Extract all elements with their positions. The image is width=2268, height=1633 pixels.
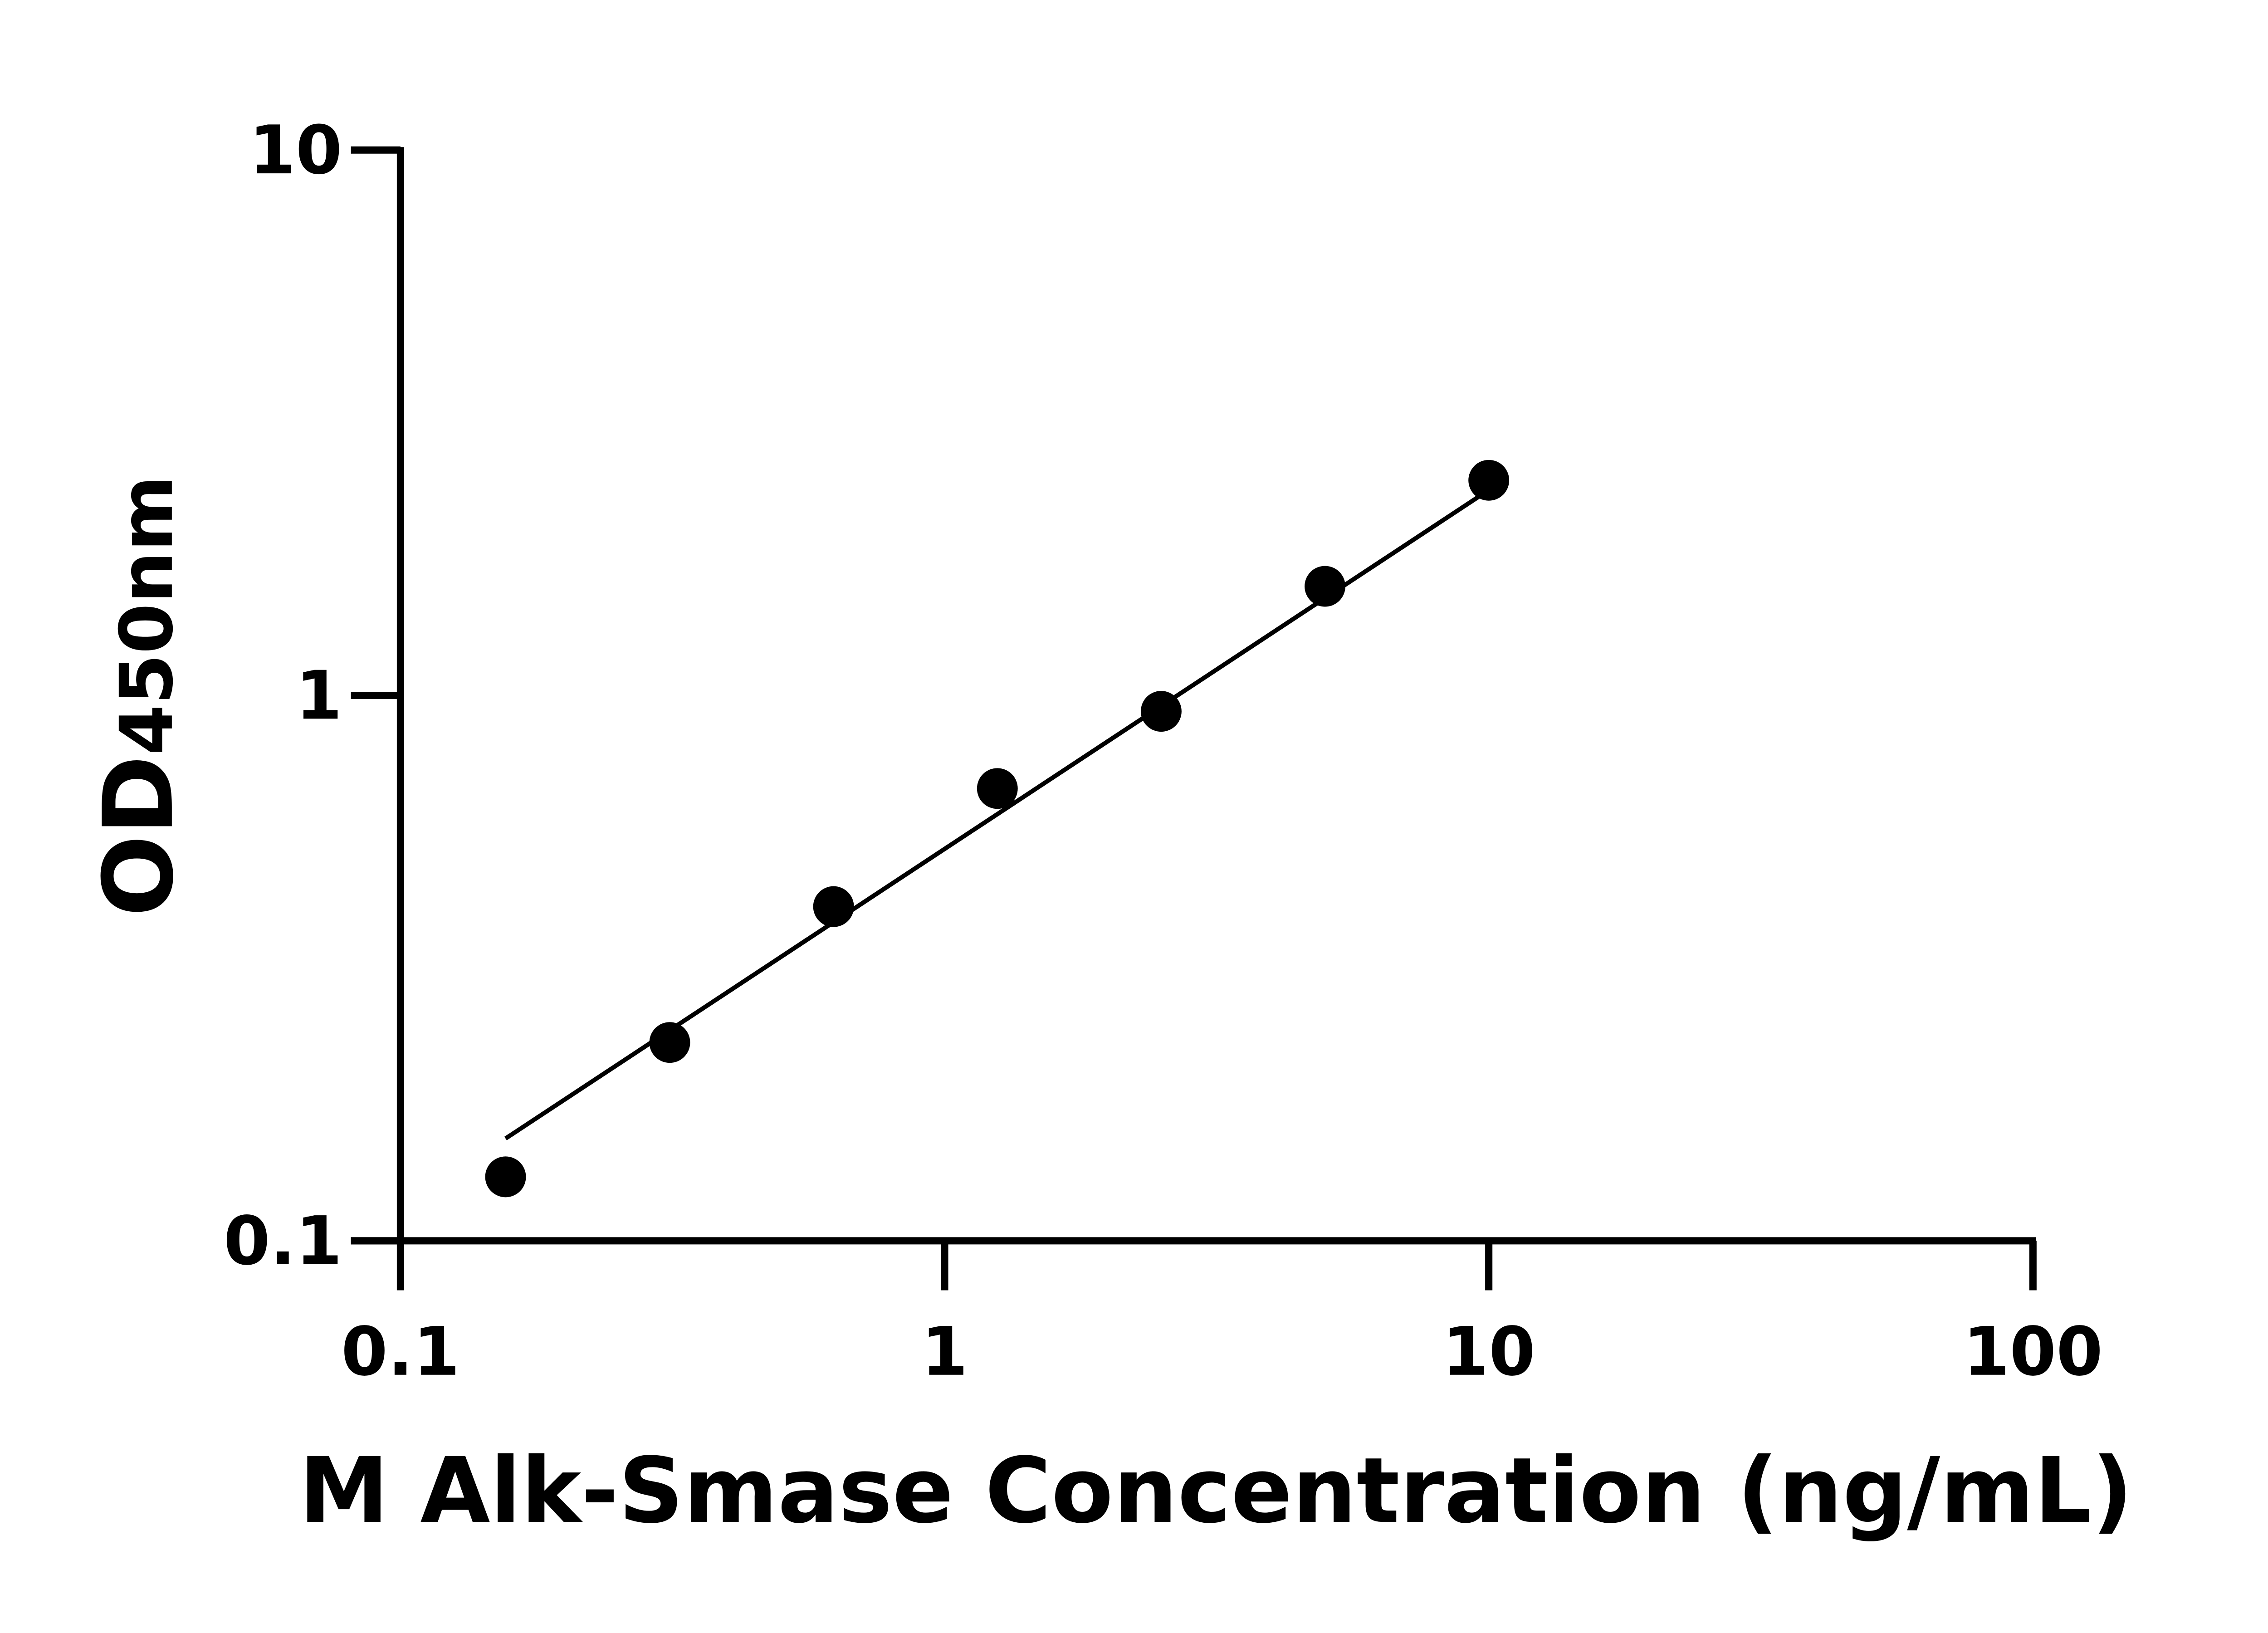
data-point [1305, 566, 1345, 607]
y-axis-title-group: OD450nm [83, 475, 195, 917]
data-point [977, 768, 1018, 809]
x-tick-label: 1 [921, 1313, 968, 1391]
data-point [485, 1156, 526, 1198]
y-tick-label: 0.1 [224, 1202, 342, 1280]
y-axis-title: OD450nm [83, 475, 195, 917]
y-tick-label: 10 [249, 111, 342, 189]
data-point [1140, 691, 1182, 732]
data-point [1468, 460, 1510, 501]
x-axis-title: M Alk-Smase Concentration (ng/mL) [299, 1438, 2133, 1543]
y-axis-title-sub: 450nm [104, 475, 189, 755]
data-point [813, 886, 854, 927]
y-tick-label: 1 [296, 656, 342, 734]
y-axis-title-main: OD [83, 755, 195, 917]
x-tick-label: 10 [1442, 1313, 1535, 1391]
x-tick-label: 100 [1963, 1313, 2103, 1391]
data-point [649, 1022, 690, 1063]
x-tick-label: 0.1 [341, 1313, 460, 1391]
